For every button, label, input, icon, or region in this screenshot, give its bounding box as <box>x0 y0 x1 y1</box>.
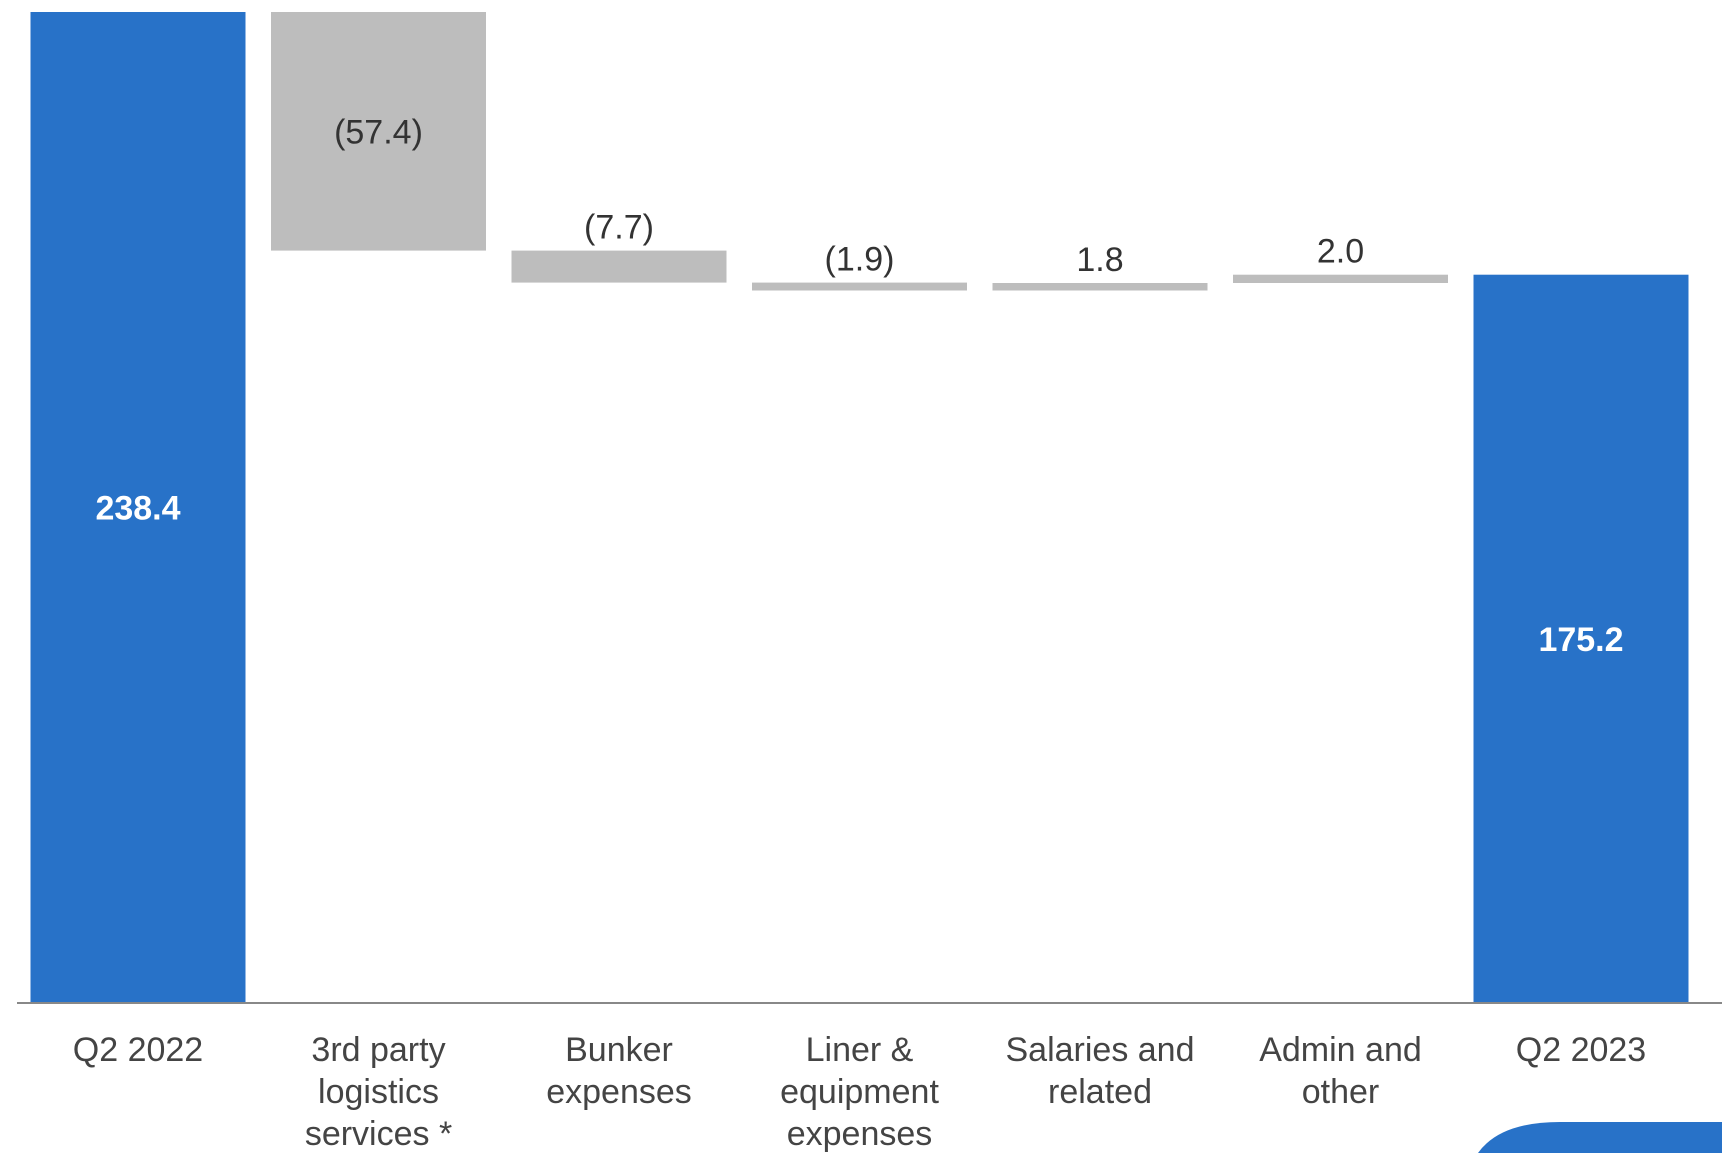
category-label-line: related <box>1048 1073 1152 1111</box>
category-label-line: other <box>1302 1073 1380 1111</box>
bar-labels-layer: 238.4 (57.4) (7.7) (1.9) 1.8 2.0 175.2 <box>95 113 1623 659</box>
corner-badge-shape <box>1478 1122 1722 1153</box>
category-label-line: Salaries and <box>1005 1031 1194 1069</box>
bar-value-label: 2.0 <box>1317 233 1364 271</box>
total-bar <box>1473 274 1689 1003</box>
category-label-line: Q2 2022 <box>73 1031 203 1069</box>
change-bar <box>752 282 967 291</box>
category-label-line: Bunker <box>565 1031 673 1069</box>
category-label-line: logistics <box>318 1073 439 1111</box>
category-label-line: Q2 2023 <box>1516 1031 1646 1069</box>
bar-value-label: 175.2 <box>1538 621 1623 659</box>
change-bar <box>1233 274 1448 283</box>
bar-value-label: 1.8 <box>1076 241 1123 279</box>
category-label-line: services * <box>305 1115 452 1153</box>
bar-value-label: (57.4) <box>334 113 423 151</box>
category-label-line: Admin and <box>1259 1031 1422 1069</box>
category-label-line: expenses <box>787 1115 933 1153</box>
category-label-line: expenses <box>546 1073 692 1111</box>
bars-layer <box>30 12 1689 1003</box>
total-bar <box>30 12 246 1003</box>
bar-value-label: 238.4 <box>95 490 180 528</box>
category-label-line: 3rd party <box>311 1031 445 1069</box>
category-label-line: equipment <box>780 1073 939 1111</box>
change-bar <box>271 12 486 251</box>
category-label-line: Liner & <box>806 1031 914 1069</box>
change-bar <box>992 283 1208 291</box>
bar-value-label: (7.7) <box>584 209 654 247</box>
change-bar <box>511 250 727 283</box>
category-labels-layer: Q2 2022 3rd party logistics services * Bunke… <box>73 1031 1646 1153</box>
bar-value-label: (1.9) <box>825 241 895 279</box>
